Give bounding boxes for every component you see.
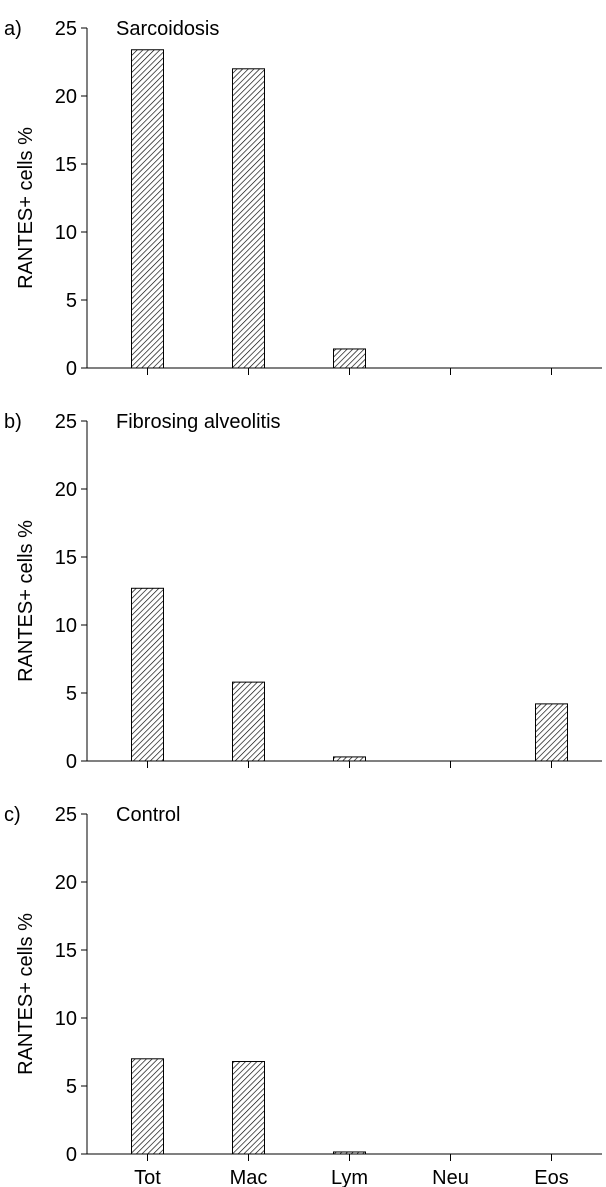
panel-label: b) [4, 411, 22, 433]
y-tick-label: 10 [55, 615, 77, 637]
y-tick-label: 15 [55, 940, 77, 962]
x-tick-label: Neu [432, 1167, 469, 1187]
bar-lym [333, 1151, 366, 1155]
x-tick-label: Eos [534, 1167, 568, 1187]
y-tick-label: 20 [55, 86, 77, 108]
y-tick-label: 20 [55, 479, 77, 501]
x-tick-label: Tot [134, 1167, 161, 1187]
y-tick-label: 20 [55, 872, 77, 894]
y-axis-label: RANTES+ cells % [15, 520, 37, 682]
y-tick-label: 5 [66, 1076, 77, 1098]
panel-title: Control [116, 804, 180, 826]
y-tick-label: 10 [55, 1008, 77, 1030]
panel-title: Sarcoidosis [116, 18, 219, 40]
bar-lym [333, 756, 366, 762]
chart-panel-2: 0 5 10 15 20 25 b) Fibrosing alveolitis RANTES+ … [4, 411, 602, 773]
panel-label: c) [4, 804, 21, 826]
y-tick-label: 0 [66, 358, 77, 380]
bar-mac [232, 1061, 265, 1155]
y-tick-label: 25 [55, 804, 77, 826]
bar-tot [131, 49, 164, 369]
bar-mac [232, 68, 265, 369]
chart-panel-1: 0 5 10 15 20 25 a) Sarcoidosis RANTES+ cells % [4, 18, 602, 380]
x-tick-label: Mac [230, 1167, 268, 1187]
y-tick-label: 25 [55, 411, 77, 433]
y-tick-label: 5 [66, 683, 77, 705]
chart-panel-3: 0 5 10 15 20 25 Tot Mac Lym Neu Eos c) Control RANTES… [4, 804, 602, 1187]
y-tick-label: 5 [66, 290, 77, 312]
panel-title: Fibrosing alveolitis [116, 411, 281, 433]
bar-eos [535, 703, 568, 762]
panel-label: a) [4, 18, 22, 40]
y-tick-label: 10 [55, 222, 77, 244]
y-tick-label: 0 [66, 1144, 77, 1166]
bar-lym [333, 348, 366, 369]
y-axis-label: RANTES+ cells % [15, 127, 37, 289]
y-axis-label: RANTES+ cells % [15, 913, 37, 1075]
x-tick-label: Lym [331, 1167, 368, 1187]
bar-tot [131, 1058, 164, 1155]
y-tick-label: 25 [55, 18, 77, 40]
bar-tot [131, 587, 164, 762]
y-tick-label: 15 [55, 154, 77, 176]
y-tick-label: 15 [55, 547, 77, 569]
y-tick-label: 0 [66, 751, 77, 773]
bar-mac [232, 681, 265, 762]
